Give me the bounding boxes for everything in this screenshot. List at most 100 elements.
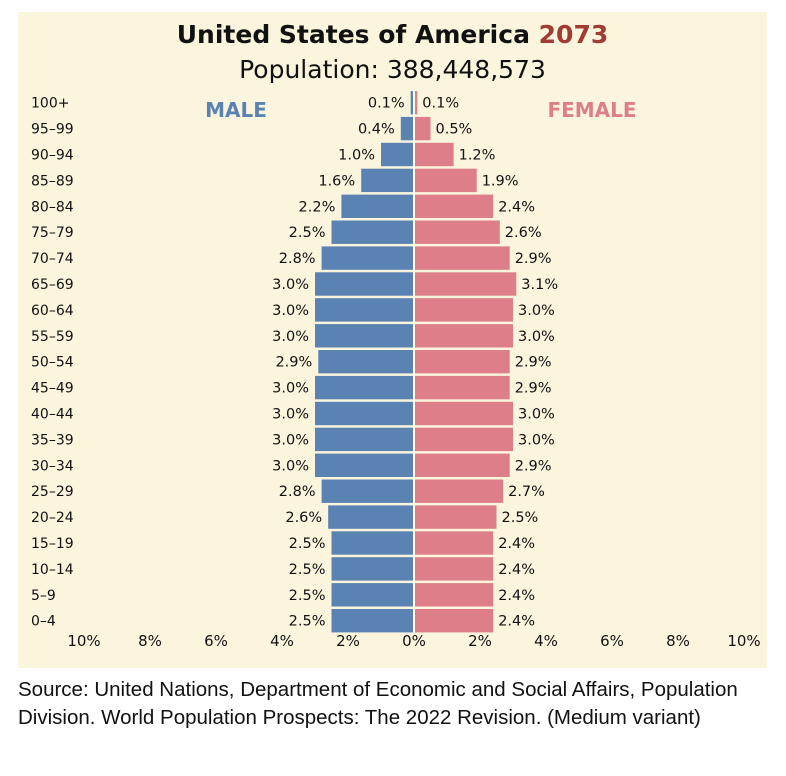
x-tick-label: 2%: [336, 632, 360, 650]
female-data-label: 1.9%: [482, 173, 519, 189]
male-data-label: 0.1%: [368, 96, 405, 112]
female-data-label: 3.0%: [518, 432, 555, 448]
age-group-label: 10–14: [31, 562, 74, 578]
age-group-label: 15–19: [31, 536, 74, 552]
male-data-label: 2.9%: [275, 355, 312, 371]
male-data-label: 2.8%: [279, 251, 316, 267]
bar-male: [331, 557, 414, 581]
female-data-label: 3.1%: [521, 277, 558, 293]
age-group-label: 5–9: [31, 588, 56, 604]
x-tick-label: 8%: [666, 632, 690, 650]
x-tick-label: 8%: [138, 632, 162, 650]
bar-male: [331, 583, 414, 607]
title-year: 2073: [538, 20, 609, 49]
bar-male: [315, 427, 414, 452]
bar-female: [414, 531, 494, 555]
age-group-label: 35–39: [31, 432, 74, 448]
bar-male: [321, 479, 414, 503]
female-data-label: 2.6%: [505, 225, 542, 241]
bar-male: [381, 142, 414, 167]
female-data-label: 3.0%: [518, 329, 555, 345]
bar-female: [414, 91, 418, 115]
male-data-label: 1.0%: [338, 148, 375, 164]
age-group-label: 80–84: [31, 199, 74, 215]
age-group-label: 60–64: [31, 303, 74, 319]
bar-female: [414, 505, 497, 529]
male-data-label: 3.0%: [272, 432, 309, 448]
age-group-label: 100+: [31, 96, 69, 112]
bar-male: [315, 401, 414, 426]
bar-female: [414, 298, 513, 322]
age-group-label: 50–54: [31, 355, 74, 371]
age-group-label: 30–34: [31, 458, 74, 474]
age-group-label: 45–49: [31, 381, 74, 397]
female-data-label: 0.5%: [436, 122, 473, 138]
female-data-label: 3.0%: [518, 407, 555, 423]
age-group-label: 85–89: [31, 173, 74, 189]
bar-female: [414, 142, 454, 167]
legend-female: FEMALE: [547, 98, 636, 122]
age-group-label: 95–99: [31, 122, 74, 138]
female-data-label: 2.7%: [508, 484, 545, 500]
chart-title: United States of America 2073: [18, 20, 767, 50]
bar-female: [414, 401, 513, 426]
age-group-label: 0–4: [31, 614, 56, 630]
bar-female: [414, 116, 431, 141]
male-data-label: 2.5%: [289, 536, 326, 552]
bar-female: [414, 168, 477, 193]
bar-female: [414, 194, 494, 218]
female-data-label: 2.4%: [498, 536, 535, 552]
male-data-label: 2.5%: [289, 588, 326, 604]
bar-male: [315, 324, 414, 348]
bar-male: [328, 505, 414, 529]
age-group-label: 75–79: [31, 225, 74, 241]
title-country: United States of America: [176, 20, 530, 49]
x-tick-label: 10%: [67, 632, 100, 650]
chart-subtitle: Population: 388,448,573: [239, 55, 546, 84]
female-data-label: 2.4%: [498, 614, 535, 630]
x-tick-label: 2%: [468, 632, 492, 650]
male-data-label: 3.0%: [272, 407, 309, 423]
female-data-label: 2.4%: [498, 199, 535, 215]
x-tick-label: 0%: [402, 632, 426, 650]
female-data-label: 1.2%: [459, 148, 496, 164]
bar-male: [331, 609, 414, 633]
bar-female: [414, 375, 510, 400]
source-note: Source: United Nations, Department of Ec…: [18, 678, 738, 729]
bar-male: [321, 246, 414, 270]
x-tick-label: 10%: [727, 632, 760, 650]
male-data-label: 3.0%: [272, 329, 309, 345]
male-data-label: 0.4%: [358, 122, 395, 138]
bar-female: [414, 479, 504, 503]
male-data-label: 3.0%: [272, 303, 309, 319]
bar-male: [341, 194, 414, 218]
female-data-label: 0.1%: [422, 96, 459, 112]
female-data-label: 2.9%: [515, 251, 552, 267]
age-group-label: 25–29: [31, 484, 74, 500]
bar-female: [414, 272, 517, 296]
age-group-label: 20–24: [31, 510, 74, 526]
bar-female: [414, 324, 513, 348]
female-data-label: 3.0%: [518, 303, 555, 319]
x-tick-label: 6%: [204, 632, 228, 650]
bar-female: [414, 427, 513, 452]
male-data-label: 2.6%: [285, 510, 322, 526]
male-data-label: 3.0%: [272, 277, 309, 293]
female-data-label: 2.5%: [502, 510, 539, 526]
x-tick-label: 4%: [534, 632, 558, 650]
bar-female: [414, 350, 510, 374]
female-data-label: 2.9%: [515, 381, 552, 397]
bar-female: [414, 453, 510, 477]
male-data-label: 1.6%: [318, 173, 355, 189]
bar-male: [315, 375, 414, 400]
bar-male: [410, 91, 414, 115]
age-group-label: 70–74: [31, 251, 74, 267]
bar-female: [414, 246, 510, 270]
bar-male: [400, 116, 414, 141]
age-group-label: 65–69: [31, 277, 74, 293]
bar-male: [318, 350, 414, 374]
age-group-label: 40–44: [31, 407, 74, 423]
legend-male: MALE: [205, 98, 267, 122]
male-data-label: 3.0%: [272, 458, 309, 474]
bar-female: [414, 557, 494, 581]
